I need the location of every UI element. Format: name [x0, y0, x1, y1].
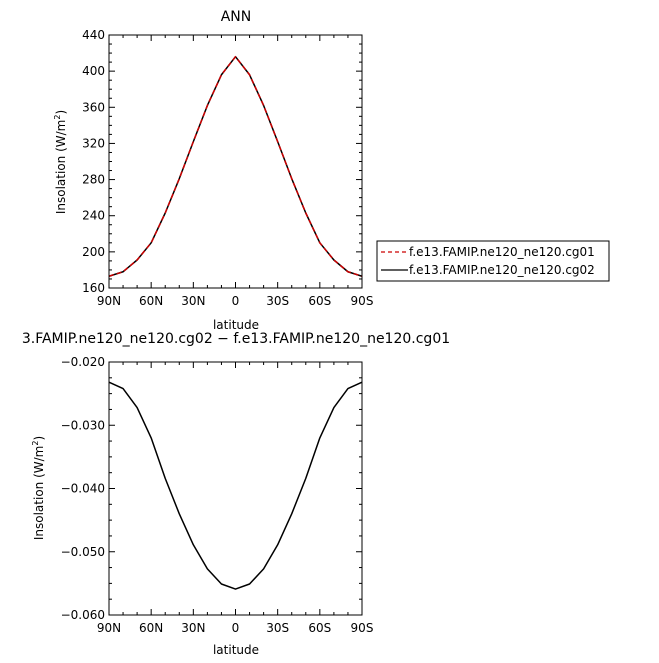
p1-x-tick-label: 30N [181, 621, 205, 635]
p1-series-line-0 [108, 381, 363, 590]
p1-y-tick-label: −0.030 [61, 418, 105, 432]
p0-y-tick-label: 160 [82, 281, 105, 295]
bottom-plot-area: 90N 60N 30N 0 30S 60S 90S −0.060 −0.050 −0.040 −0.… [61, 355, 374, 635]
bottom-y-axis-label: Insolation (W/m2) [31, 436, 46, 540]
top-y-axis-label: Insolation (W/m2) [53, 110, 68, 214]
p0-y-tick-label: 200 [82, 245, 105, 259]
p1-x-tick-label: 90S [351, 621, 374, 635]
p0-x-tick-label: 0 [232, 294, 240, 308]
p0-y-tick-label: 280 [82, 173, 105, 187]
top-chart-title: ANN [221, 9, 252, 25]
p0-series-line-1 [108, 55, 363, 277]
p1-y-tick-label: −0.020 [61, 355, 105, 369]
legend-label-cg02: f.e13.FAMIP.ne120_ne120.cg02 [409, 263, 595, 277]
bottom-panel: 3.FAMIP.ne120_ne120.cg02 − f.e13.FAMIP.n… [22, 331, 450, 657]
top-plot-frame [108, 34, 363, 289]
p0-y-tick-label: 240 [82, 209, 105, 223]
p1-x-tick-label: 60S [308, 621, 331, 635]
top-panel: ANN latitude Insolation (W/m2) 90N 60N 30N… [53, 9, 373, 332]
bottom-x-axis-label: latitude [213, 643, 259, 657]
p0-x-tick-label: 90N [97, 294, 121, 308]
top-plot-area: 90N 60N 30N 0 30S 60S 90S 160 200 240 280 320 360 400… [82, 28, 373, 308]
p0-x-tick-label: 60S [308, 294, 331, 308]
top-x-axis-label: latitude [213, 318, 259, 332]
bottom-chart-title: 3.FAMIP.ne120_ne120.cg02 − f.e13.FAMIP.n… [22, 331, 450, 347]
p0-y-tick-label: 400 [82, 64, 105, 78]
p1-x-tick-label: 30S [266, 621, 289, 635]
p0-x-tick-label: 30S [266, 294, 289, 308]
p1-x-tick-label: 60N [139, 621, 163, 635]
legend: f.e13.FAMIP.ne120_ne120.cg01 f.e13.FAMIP… [376, 240, 610, 282]
bottom-plot-frame [108, 361, 363, 616]
p1-y-tick-label: −0.050 [61, 545, 105, 559]
p1-y-tick-label: −0.060 [61, 608, 105, 622]
p0-y-tick-label: 440 [82, 28, 105, 42]
p0-series-line-0 [108, 55, 363, 277]
p0-x-tick-label: 30N [181, 294, 205, 308]
p0-y-tick-label: 360 [82, 100, 105, 114]
p0-x-tick-label: 60N [139, 294, 163, 308]
legend-label-cg01: f.e13.FAMIP.ne120_ne120.cg01 [409, 245, 595, 259]
legend-box [376, 240, 610, 282]
p1-x-tick-label: 90N [97, 621, 121, 635]
p0-y-tick-label: 320 [82, 136, 105, 150]
p1-x-tick-label: 0 [232, 621, 240, 635]
p1-y-tick-label: −0.040 [61, 482, 105, 496]
p0-x-tick-label: 90S [351, 294, 374, 308]
